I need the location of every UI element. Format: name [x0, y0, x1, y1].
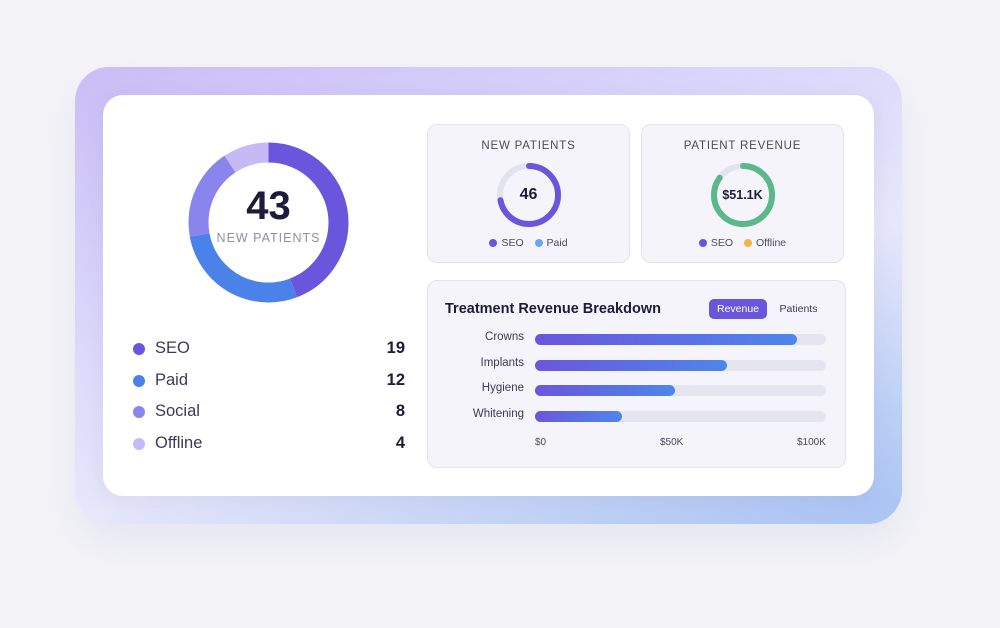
- legend-label: Paid: [155, 370, 189, 389]
- donut-center: 43 NEW PATIENTS: [188, 142, 349, 303]
- legend-dot: [489, 238, 498, 247]
- legend-item-paid: Paid 12: [133, 368, 405, 400]
- total-patients-label: NEW PATIENTS: [216, 231, 321, 245]
- legend-dot: [133, 343, 145, 355]
- bar-label: Implants: [480, 356, 524, 369]
- card-legend: SEO Paid: [428, 237, 629, 249]
- legend-dot: [534, 238, 543, 247]
- bar-label: Crowns: [485, 331, 524, 343]
- bar-crowns: [535, 334, 797, 345]
- bar-track: [535, 410, 826, 422]
- bar-whitening: [535, 410, 623, 422]
- bar-implants: [535, 359, 728, 371]
- new-patients-card: NEW PATIENTS 46 SEO Paid: [427, 124, 630, 263]
- axis-tick: $100K: [797, 437, 826, 448]
- legend-dot: [133, 438, 145, 451]
- legend-label: Paid: [546, 237, 568, 249]
- source-legend: SEO 19 Paid 12 Social 8 Offline 4: [133, 336, 405, 463]
- bar-row-hygiene: Hygiene: [428, 382, 845, 397]
- patient-source-donut: [188, 142, 349, 303]
- legend-value: 8: [395, 402, 405, 421]
- legend-label: Offline: [155, 434, 203, 453]
- axis-tick: $0: [535, 437, 547, 448]
- legend-label: Social: [155, 402, 200, 421]
- legend-item-paid: Paid: [534, 237, 568, 249]
- card-legend: SEO Offline: [642, 237, 843, 249]
- tab-revenue[interactable]: Revenue: [709, 299, 767, 319]
- revenue-ring: [711, 163, 775, 227]
- card-title: PATIENT REVENUE: [683, 140, 802, 152]
- bar-row-whitening: Whitening: [428, 407, 845, 423]
- legend-item-social: Social 8: [133, 399, 405, 431]
- bar-hygiene: [535, 385, 675, 396]
- treatment-revenue-card: Treatment Revenue Breakdown Revenue Pati…: [427, 280, 846, 468]
- bar-track: [535, 359, 826, 371]
- new-patients-ring-progress: [497, 163, 561, 227]
- bar-label: Whitening: [472, 407, 524, 420]
- bar-row-crowns: Crowns: [428, 331, 845, 346]
- legend-label: SEO: [710, 237, 734, 249]
- legend-dot: [743, 238, 752, 247]
- legend-dot: [133, 374, 145, 387]
- bar-row-implants: Implants: [428, 356, 845, 372]
- chart-title: Treatment Revenue Breakdown: [445, 301, 661, 317]
- legend-item-seo: SEO: [489, 237, 524, 249]
- legend-value: 19: [386, 339, 405, 357]
- new-patients-value: 46: [519, 186, 538, 203]
- bar-track: [535, 385, 826, 396]
- legend-dot: [698, 238, 707, 247]
- new-patients-ring: [497, 163, 561, 227]
- legend-item-seo: SEO 19: [133, 336, 405, 368]
- legend-item-seo: SEO: [698, 237, 734, 249]
- axis-tick: $50K: [660, 437, 684, 448]
- legend-label: SEO: [155, 339, 190, 357]
- legend-item-offline: Offline 4: [133, 431, 405, 463]
- legend-label: Offline: [755, 237, 787, 249]
- patient-revenue-card: PATIENT REVENUE $51.1K SEO Offline: [641, 124, 844, 263]
- total-patients-value: 43: [246, 184, 291, 228]
- legend-value: 4: [395, 434, 405, 453]
- tab-patients[interactable]: Patients: [779, 303, 818, 315]
- card-title: NEW PATIENTS: [481, 140, 576, 152]
- legend-item-offline: Offline: [743, 237, 787, 249]
- legend-label: SEO: [501, 237, 524, 249]
- bar-label: Hygiene: [481, 382, 524, 394]
- legend-dot: [133, 406, 145, 419]
- donut-segment-offline: [188, 142, 349, 303]
- bar-track: [535, 334, 826, 345]
- revenue-value: $51.1K: [722, 188, 763, 202]
- donut-segment-paid: [188, 142, 349, 303]
- legend-value: 12: [386, 370, 405, 389]
- revenue-ring-progress: [711, 163, 775, 227]
- donut-segment-social: [188, 142, 349, 303]
